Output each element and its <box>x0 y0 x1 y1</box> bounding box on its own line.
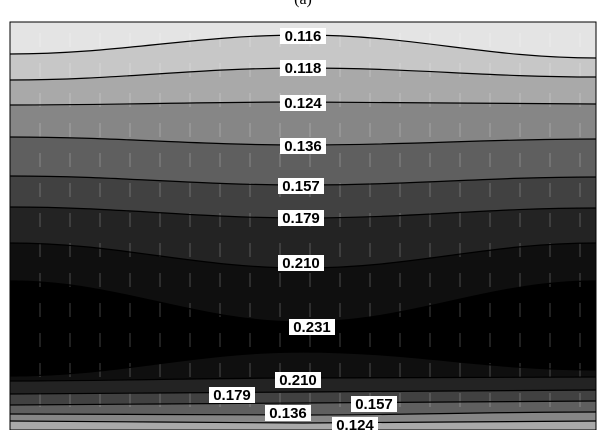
contour-label: 0.210 <box>279 372 317 389</box>
contour-label: 0.231 <box>293 319 331 336</box>
contour-band <box>10 176 596 218</box>
contour-label: 0.124 <box>284 95 322 112</box>
contour-label-bg <box>280 60 326 76</box>
contour-band <box>10 102 596 145</box>
plot-title: (a) <box>0 0 606 9</box>
contour-line <box>10 420 596 424</box>
contour-label: 0.210 <box>282 255 320 272</box>
contour-label-bg <box>280 95 326 111</box>
contour-label: 0.124 <box>336 417 374 430</box>
contour-band <box>10 207 596 268</box>
contour-band <box>10 421 596 430</box>
contour-label-bg <box>278 210 324 226</box>
contour-line <box>10 400 596 406</box>
contour-band <box>10 68 596 105</box>
contour-bands <box>10 22 596 430</box>
contour-band <box>10 243 596 322</box>
contour-label-bg <box>275 372 321 388</box>
contour-band <box>10 352 596 381</box>
contour-label-bg <box>280 28 326 44</box>
contour-label-bg <box>278 255 324 271</box>
contour-band <box>10 390 596 405</box>
contour-label-bg <box>280 138 326 154</box>
contour-line <box>10 389 596 395</box>
contour-line <box>10 351 596 377</box>
contour-label: 0.179 <box>213 387 251 404</box>
contour-label-bg <box>351 396 397 412</box>
contour-label: 0.157 <box>282 178 320 195</box>
contour-label-bg <box>265 405 311 421</box>
contour-label: 0.136 <box>269 405 307 422</box>
contour-label: 0.157 <box>355 396 393 413</box>
contour-band <box>10 137 596 185</box>
contour-label-bg <box>289 319 335 335</box>
contour-label-bg <box>278 178 324 194</box>
contour-band <box>10 35 596 80</box>
contour-labels: 0.116 0.118 0.124 0.136 0.157 0.179 0.210 0.231… <box>209 28 397 430</box>
contour-label: 0.116 <box>285 28 322 45</box>
plot-frame <box>9 21 597 430</box>
contour-label: 0.136 <box>284 138 322 155</box>
contour-label: 0.118 <box>285 60 322 77</box>
contour-label-bg <box>209 387 255 403</box>
contour-label: 0.179 <box>282 210 320 227</box>
contour-label-bg <box>332 417 378 430</box>
